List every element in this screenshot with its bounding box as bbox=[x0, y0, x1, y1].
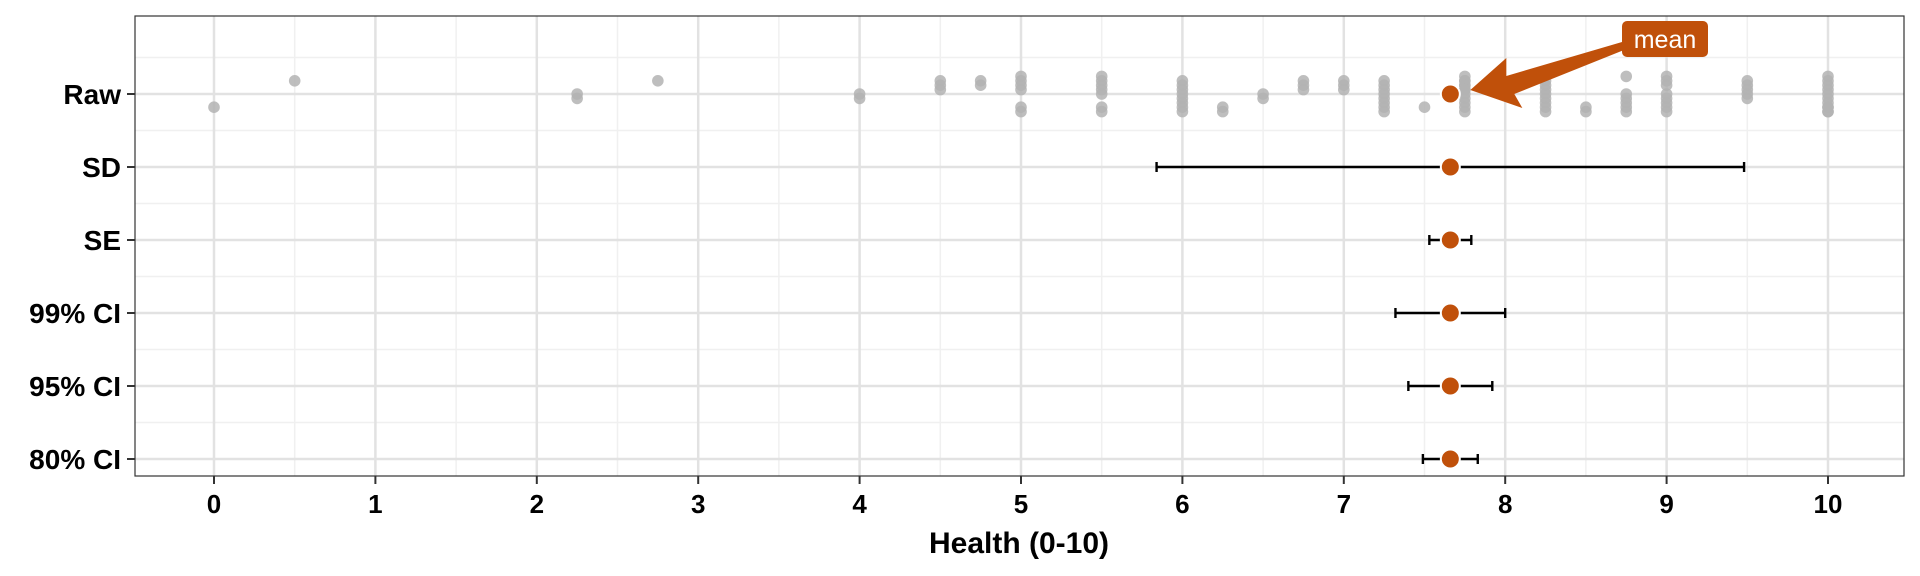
y-axis: Raw SD SE 99% CI 95% CI 80% CI bbox=[29, 79, 135, 475]
raw-point bbox=[1338, 83, 1350, 96]
raw-point bbox=[1620, 70, 1633, 83]
raw-point bbox=[1095, 105, 1108, 118]
y-tick-label: SD bbox=[82, 152, 121, 183]
annotation-arrow bbox=[1470, 42, 1624, 108]
mean-point bbox=[1439, 229, 1461, 251]
raw-point bbox=[1660, 105, 1673, 118]
x-tick-label: 6 bbox=[1175, 489, 1189, 519]
raw-point bbox=[208, 101, 220, 113]
mean-annotation: mean bbox=[1470, 21, 1708, 108]
x-tick-label: 5 bbox=[1014, 489, 1028, 519]
y-tick-label: 95% CI bbox=[29, 371, 121, 402]
raw-point bbox=[1418, 101, 1431, 113]
raw-point bbox=[1539, 105, 1552, 118]
x-axis-title: Health (0-10) bbox=[929, 527, 1109, 560]
annotation-label: mean bbox=[1634, 26, 1697, 54]
x-tick-label: 4 bbox=[852, 489, 867, 519]
raw-point bbox=[934, 83, 947, 96]
raw-point bbox=[1095, 88, 1108, 100]
raw-point bbox=[1660, 79, 1673, 91]
mean-point bbox=[1439, 302, 1461, 324]
plot-panel-border bbox=[134, 15, 1905, 477]
mean-point bbox=[1439, 448, 1461, 470]
mean-point bbox=[1439, 83, 1461, 105]
x-tick-label: 2 bbox=[530, 489, 544, 519]
raw-point bbox=[974, 79, 987, 91]
x-tick-label: 3 bbox=[691, 489, 705, 519]
x-tick-label: 1 bbox=[368, 489, 382, 519]
x-tick-label: 9 bbox=[1659, 489, 1673, 519]
raw-point bbox=[1459, 83, 1471, 96]
x-tick-label: 0 bbox=[207, 489, 221, 519]
y-tick-label: Raw bbox=[63, 79, 121, 110]
raw-points bbox=[208, 70, 1834, 118]
x-tick-label: 7 bbox=[1337, 489, 1351, 519]
y-tick-label: 99% CI bbox=[29, 298, 121, 329]
raw-point bbox=[1459, 105, 1471, 118]
raw-point bbox=[1216, 105, 1229, 118]
raw-point bbox=[1015, 105, 1027, 118]
x-axis: 0 1 2 3 4 5 6 7 8 9 10 bbox=[207, 476, 1843, 519]
mean-point bbox=[1439, 156, 1461, 178]
raw-point bbox=[853, 92, 866, 105]
mean-point bbox=[1439, 375, 1461, 397]
raw-point bbox=[1822, 105, 1834, 118]
raw-point bbox=[288, 75, 301, 87]
raw-point bbox=[1015, 83, 1027, 96]
raw-point bbox=[652, 75, 664, 87]
raw-point bbox=[571, 92, 583, 105]
raw-point bbox=[1620, 105, 1633, 118]
raw-point bbox=[1297, 83, 1310, 96]
y-tick-label: SE bbox=[84, 225, 121, 256]
raw-point bbox=[1378, 105, 1390, 118]
annotation-label-box bbox=[1622, 21, 1708, 57]
y-tick-label: 80% CI bbox=[29, 444, 121, 475]
mean-points bbox=[1439, 83, 1461, 470]
x-tick-label: 8 bbox=[1498, 489, 1512, 519]
raw-point bbox=[1176, 105, 1189, 118]
raw-point bbox=[1257, 92, 1269, 105]
x-tick-label: 10 bbox=[1814, 489, 1843, 519]
raw-point bbox=[1741, 92, 1754, 105]
raw-point bbox=[1580, 105, 1592, 118]
